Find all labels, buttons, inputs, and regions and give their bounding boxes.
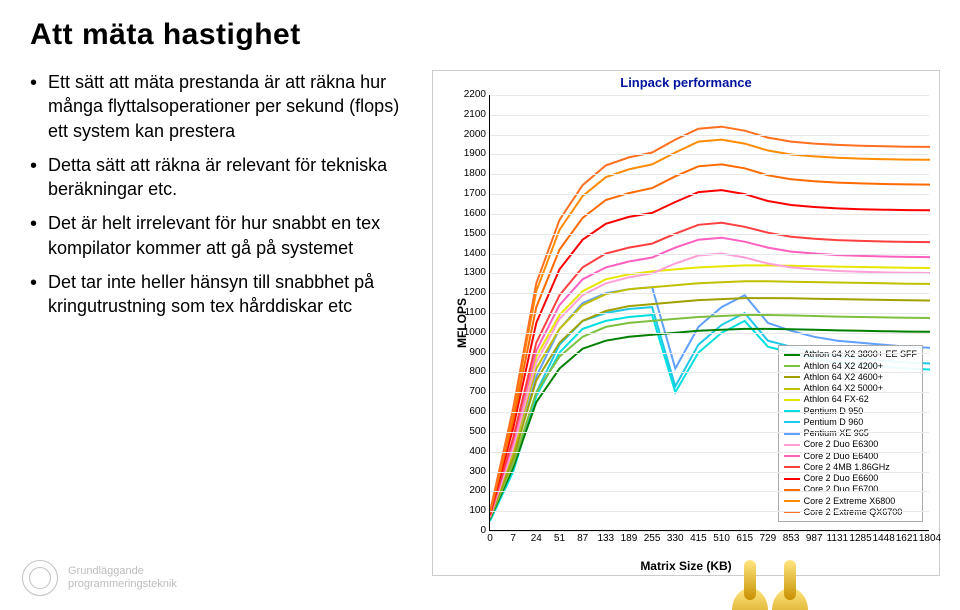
legend-label: Core 2 Duo E6300 (804, 439, 879, 450)
footer-line: Grundläggande (68, 565, 177, 578)
chart-ytick: 1200 (464, 288, 490, 298)
chart-plot-area: Athlon 64 X2 3800+ EE SFFAthlon 64 X2 42… (489, 95, 929, 531)
legend-label: Athlon 64 X2 4200+ (804, 361, 883, 372)
legend-swatch (784, 388, 800, 390)
chart-ytick: 900 (469, 348, 490, 358)
university-seal-icon (22, 560, 58, 596)
chart-ytick: 1100 (464, 308, 490, 318)
chart-ytick: 2100 (464, 110, 490, 120)
chart-ytick: 2000 (464, 130, 490, 140)
chart-xtick: 330 (667, 530, 684, 544)
legend-label: Pentium D 960 (804, 417, 864, 428)
chart-xtick: 1285 (849, 530, 871, 544)
legend-swatch (784, 466, 800, 468)
bullet-item: Det är helt irrelevant för hur snabbt en… (30, 211, 418, 260)
legend-label: Athlon 64 FX-62 (804, 394, 869, 405)
legend-label: Core 2 Extreme X6800 (804, 496, 896, 507)
chart-ytick: 1600 (464, 209, 490, 219)
chart-ytick: 1500 (464, 229, 490, 239)
chart-ytick: 500 (469, 427, 490, 437)
chart-xtick: 189 (621, 530, 638, 544)
chart-ytick: 100 (469, 506, 490, 516)
legend-swatch (784, 354, 800, 356)
legend-swatch (784, 421, 800, 423)
legend-label: Athlon 64 X2 3800+ EE SFF (804, 349, 917, 360)
chart-ytick: 1400 (464, 249, 490, 259)
chart-ytick: 600 (469, 407, 490, 417)
legend-item: Athlon 64 X2 3800+ EE SFF (784, 349, 917, 360)
legend-item: Core 2 Duo E6300 (784, 439, 917, 450)
chart-ytick: 200 (469, 486, 490, 496)
chart-ytick: 800 (469, 367, 490, 377)
chart-xtick: 1621 (896, 530, 918, 544)
legend-swatch (784, 376, 800, 378)
legend-swatch (784, 478, 800, 480)
decorative-trophy-icon (710, 540, 830, 610)
legend-swatch (784, 399, 800, 401)
legend-item: Core 2 Duo E6600 (784, 473, 917, 484)
chart-ytick: 400 (469, 447, 490, 457)
legend-label: Core 2 Extreme QX6700 (804, 507, 903, 518)
chart-ylabel: MFLOPS (455, 298, 469, 348)
page-title: Att mäta hastighet (30, 18, 940, 52)
bullet-list: Ett sätt att mäta prestanda är att räkna… (30, 70, 418, 319)
footer-text: Grundläggande programmeringsteknik (68, 565, 177, 591)
legend-item: Pentium XE 965 (784, 428, 917, 439)
chart-xlabel: Matrix Size (KB) (433, 559, 939, 573)
footer-line: programmeringsteknik (68, 578, 177, 591)
legend-swatch (784, 444, 800, 446)
legend-swatch (784, 500, 800, 502)
legend-item: Athlon 64 FX-62 (784, 394, 917, 405)
chart-xtick: 24 (531, 530, 542, 544)
legend-label: Core 2 Duo E6600 (804, 473, 879, 484)
chart-xtick: 415 (690, 530, 707, 544)
bullet-item: Det tar inte heller hänsyn till snabbhet… (30, 270, 418, 319)
legend-item: Core 2 Extreme X6800 (784, 496, 917, 507)
chart-xtick: 1448 (873, 530, 895, 544)
chart-xtick: 0 (487, 530, 493, 544)
chart-xtick: 87 (577, 530, 588, 544)
footer: Grundläggande programmeringsteknik (22, 560, 177, 596)
chart-ytick: 1300 (464, 268, 490, 278)
chart-xtick: 255 (644, 530, 661, 544)
linpack-chart: Linpack performance MFLOPS Matrix Size (… (432, 70, 940, 576)
chart-title: Linpack performance (433, 75, 939, 90)
content-columns: Ett sätt att mäta prestanda är att räkna… (30, 70, 940, 576)
legend-item: Pentium D 960 (784, 417, 917, 428)
bullet-item: Detta sätt att räkna är relevant för tek… (30, 153, 418, 202)
text-column: Ett sätt att mäta prestanda är att räkna… (30, 70, 418, 576)
chart-ytick: 1800 (464, 169, 490, 179)
chart-ytick: 1000 (464, 328, 490, 338)
chart-ytick: 1900 (464, 149, 490, 159)
legend-label: Pentium XE 965 (804, 428, 869, 439)
legend-label: Core 2 Duo E6700 (804, 484, 879, 495)
chart-xtick: 51 (554, 530, 565, 544)
chart-column: Linpack performance MFLOPS Matrix Size (… (432, 70, 940, 576)
legend-swatch (784, 455, 800, 457)
legend-swatch (784, 365, 800, 367)
chart-ytick: 300 (469, 467, 490, 477)
legend-swatch (784, 433, 800, 435)
chart-ytick: 1700 (464, 189, 490, 199)
bullet-item: Ett sätt att mäta prestanda är att räkna… (30, 70, 418, 143)
chart-xtick: 133 (597, 530, 614, 544)
chart-ytick: 700 (469, 387, 490, 397)
legend-item: Core 2 Extreme QX6700 (784, 507, 917, 518)
chart-xtick: 1804 (919, 530, 941, 544)
chart-ytick: 2200 (464, 90, 490, 100)
legend-item: Athlon 64 X2 4200+ (784, 361, 917, 372)
legend-item: Core 2 Duo E6700 (784, 484, 917, 495)
chart-xtick: 7 (510, 530, 516, 544)
